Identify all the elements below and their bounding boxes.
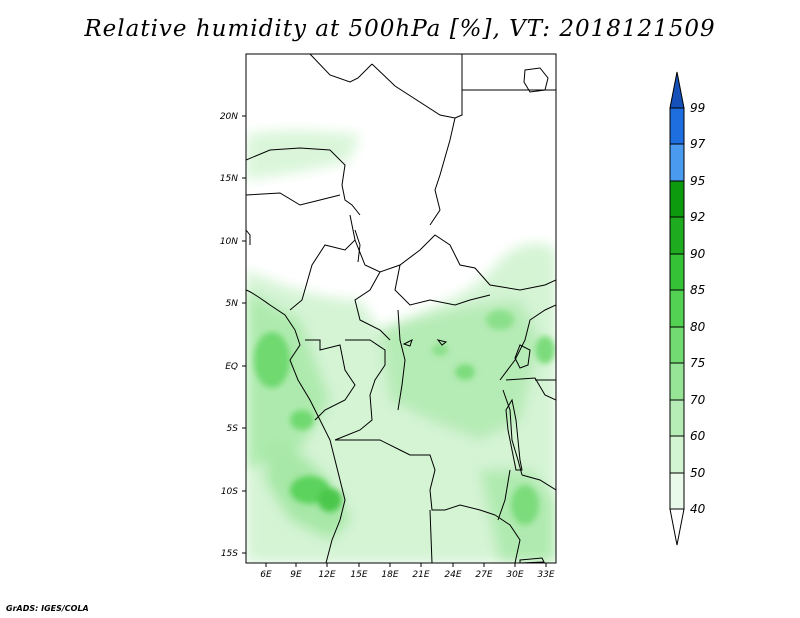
colorbar-segment <box>669 435 685 474</box>
colorbar-label: 40 <box>690 502 706 516</box>
lon-label: 24E <box>444 570 461 580</box>
colorbar-segment <box>669 216 685 255</box>
colorbar-label: 50 <box>690 466 706 480</box>
lon-axis: 6E 9E 12E 15E 18E 21E 24E 27E 30E 33E <box>260 563 555 580</box>
lat-label: 10N <box>220 237 238 247</box>
lat-label: 5S <box>227 424 239 434</box>
colorbar-label: 80 <box>690 320 706 334</box>
lon-label: 9E <box>290 570 302 580</box>
colorbar: 99 97 95 92 90 85 80 75 70 60 50 40 <box>669 71 706 546</box>
colorbar-label: 85 <box>690 283 705 297</box>
lat-label: 15N <box>220 174 238 184</box>
lat-label: 10S <box>221 487 238 497</box>
colorbar-label: 97 <box>690 137 706 151</box>
colorbar-label: 92 <box>690 210 705 224</box>
colorbar-top-arrow <box>669 71 685 109</box>
lon-label: 30E <box>506 570 523 580</box>
colorbar-segment <box>669 362 685 401</box>
colorbar-label: 99 <box>690 101 705 115</box>
lon-label: 6E <box>260 570 272 580</box>
lon-label: 33E <box>537 570 554 580</box>
colorbar-label: 60 <box>690 429 706 443</box>
lon-label: 15E <box>350 570 367 580</box>
lon-label: 12E <box>318 570 335 580</box>
lon-label: 18E <box>381 570 398 580</box>
colorbar-segment <box>669 289 685 328</box>
colorbar-segment <box>669 472 685 510</box>
colorbar-segment <box>669 107 685 145</box>
lakes <box>402 67 549 564</box>
lat-label: 5N <box>226 299 239 309</box>
colorbar-segment <box>669 399 685 437</box>
colorbar-label: 90 <box>690 247 706 261</box>
colorbar-label: 75 <box>690 356 705 370</box>
lat-axis: 20N 15N 10N 5N EQ 5S 10S 15S <box>220 112 246 559</box>
colorbar-label: 70 <box>690 393 706 407</box>
colorbar-segment <box>669 143 685 182</box>
colorbar-segment <box>669 180 685 218</box>
map-title: Relative humidity at 500hPa [%], VT: 201… <box>84 16 716 42</box>
colorbar-bottom-arrow <box>669 508 685 546</box>
colorbar-label: 95 <box>690 174 705 188</box>
country-borders <box>246 54 556 563</box>
colorbar-segment <box>669 253 685 291</box>
lon-label: 27E <box>475 570 492 580</box>
colorbar-segment <box>669 326 685 364</box>
grads-credit: GrADS: IGES/COLA <box>6 604 89 613</box>
lat-label: 20N <box>220 112 238 122</box>
map-frame <box>245 53 557 564</box>
humidity-field <box>246 130 556 563</box>
lat-label: EQ <box>225 362 238 372</box>
lat-label: 15S <box>221 549 238 559</box>
lon-label: 21E <box>412 570 429 580</box>
